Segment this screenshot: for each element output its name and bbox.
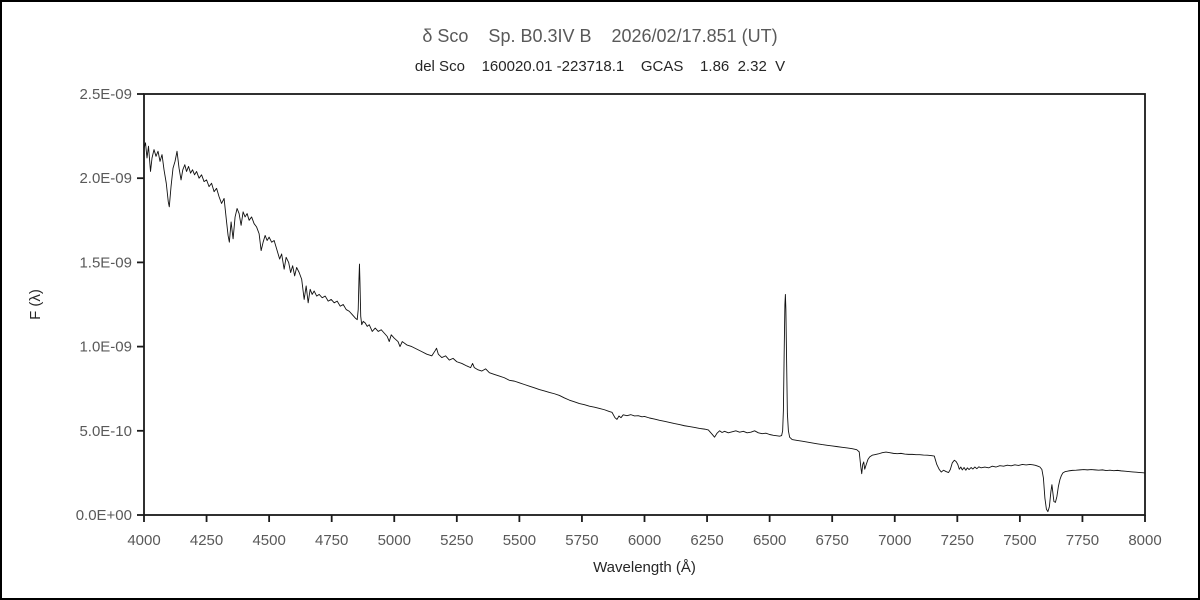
x-tick-label: 6750 bbox=[816, 532, 849, 549]
spectrum-series bbox=[143, 142, 1146, 513]
axis-ticks bbox=[137, 93, 1146, 522]
x-tick-label: 7250 bbox=[941, 532, 974, 549]
y-tick-label: 2.5E-09 bbox=[79, 86, 132, 103]
x-tick-label: 6500 bbox=[753, 532, 786, 549]
plot-frame bbox=[143, 93, 1146, 516]
axis-tick-labels: 4000 4250 4500 4750 5000 5250 5500 5750 6000 6250… bbox=[76, 86, 1162, 549]
axis-titles: Wavelength (Å) F (λ) bbox=[27, 289, 696, 576]
axes bbox=[143, 93, 1146, 516]
y-axis-title: F (λ) bbox=[27, 289, 44, 320]
x-tick-label: 4500 bbox=[252, 532, 285, 549]
x-tick-label: 5500 bbox=[503, 532, 536, 549]
y-tick-label: 2.0E-09 bbox=[79, 170, 132, 187]
x-tick-label: 7500 bbox=[1003, 532, 1036, 549]
x-tick-label: 7000 bbox=[878, 532, 911, 549]
x-tick-label: 4750 bbox=[315, 532, 348, 549]
chart-title: δ Sco Sp. B0.3IV B 2026/02/17.851 (UT) bbox=[422, 26, 778, 46]
chart-subtitle: del Sco 160020.01 -223718.1 GCAS 1.86 2.… bbox=[414, 58, 786, 75]
x-tick-label: 4250 bbox=[190, 532, 223, 549]
spectrum-line bbox=[143, 142, 1146, 513]
x-tick-label: 5250 bbox=[440, 532, 473, 549]
x-tick-label: 4000 bbox=[127, 532, 160, 549]
x-tick-label: 8000 bbox=[1128, 532, 1161, 549]
x-tick-label: 7750 bbox=[1066, 532, 1099, 549]
y-tick-label: 0.0E+00 bbox=[76, 507, 132, 524]
x-axis-title: Wavelength (Å) bbox=[593, 559, 696, 576]
x-tick-label: 6000 bbox=[628, 532, 661, 549]
x-tick-label: 5000 bbox=[378, 532, 411, 549]
x-tick-label: 6250 bbox=[690, 532, 723, 549]
y-tick-label: 1.0E-09 bbox=[79, 339, 132, 356]
y-tick-label: 1.5E-09 bbox=[79, 254, 132, 271]
x-tick-label: 5750 bbox=[565, 532, 598, 549]
y-tick-label: 5.0E-10 bbox=[79, 423, 132, 440]
